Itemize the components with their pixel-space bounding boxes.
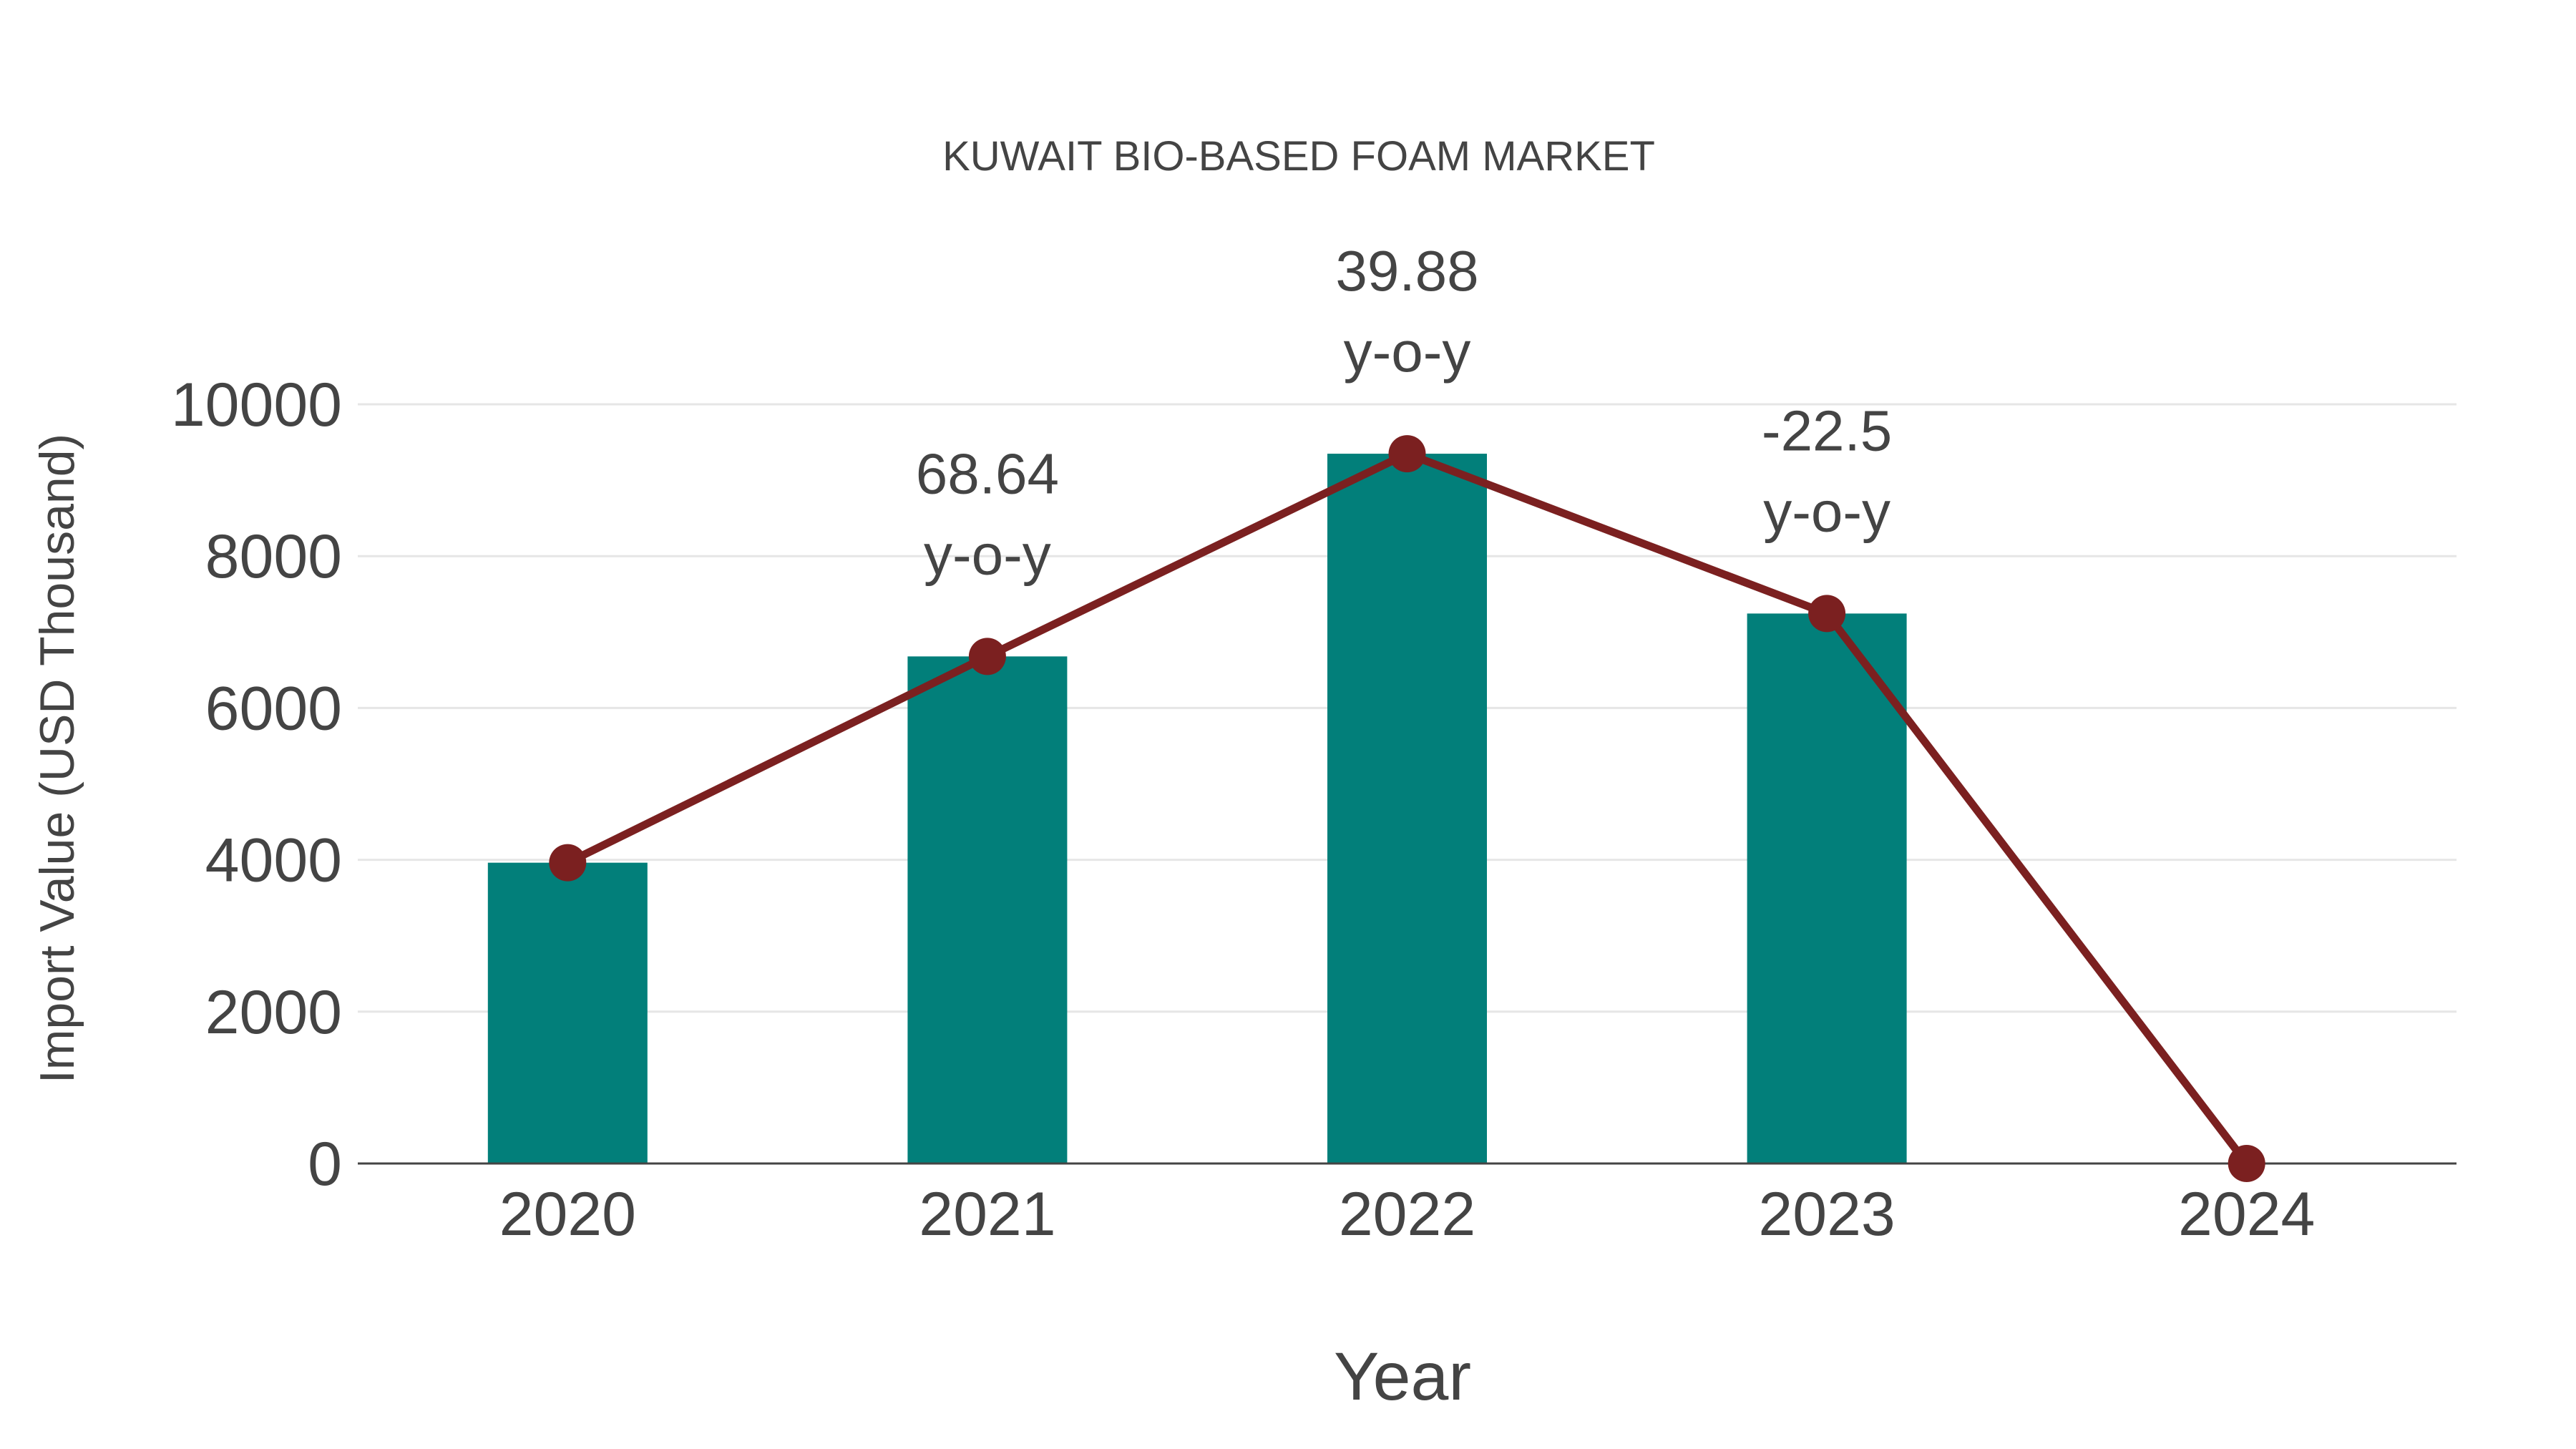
trend-marker (1388, 435, 1426, 473)
yoy-annotation-label: y-o-y (924, 522, 1051, 586)
y-tick-label: 8000 (205, 522, 342, 591)
y-tick-label: 10000 (171, 371, 342, 439)
yoy-annotation-value: -22.5 (1762, 399, 1892, 462)
trend-marker (2228, 1145, 2265, 1182)
y-tick-label: 4000 (205, 826, 342, 895)
yoy-annotation-value: 39.88 (1335, 239, 1478, 303)
bar (1327, 454, 1487, 1163)
bar (907, 656, 1068, 1163)
bar (1747, 613, 1907, 1163)
y-tick-label: 2000 (205, 978, 342, 1047)
x-tick-label: 2022 (1339, 1180, 1475, 1249)
yoy-annotation-label: y-o-y (1344, 320, 1471, 384)
trend-marker (1808, 595, 1846, 633)
y-tick-label: 6000 (205, 674, 342, 743)
y-tick-label: 0 (308, 1130, 342, 1199)
x-tick-label: 2024 (2178, 1180, 2315, 1249)
x-tick-label: 2021 (919, 1180, 1055, 1249)
x-tick-label: 2020 (499, 1180, 636, 1249)
chart-title: KUWAIT BIO-BASED FOAM MARKET (942, 133, 1655, 180)
x-tick-label: 2023 (1758, 1180, 1895, 1249)
bar (487, 862, 648, 1163)
trend-marker (549, 844, 587, 882)
x-axis-label: Year (1334, 1339, 1471, 1415)
trend-marker (968, 638, 1006, 675)
yoy-annotation-value: 68.64 (916, 441, 1059, 505)
yoy-annotation-label: y-o-y (1763, 479, 1890, 543)
